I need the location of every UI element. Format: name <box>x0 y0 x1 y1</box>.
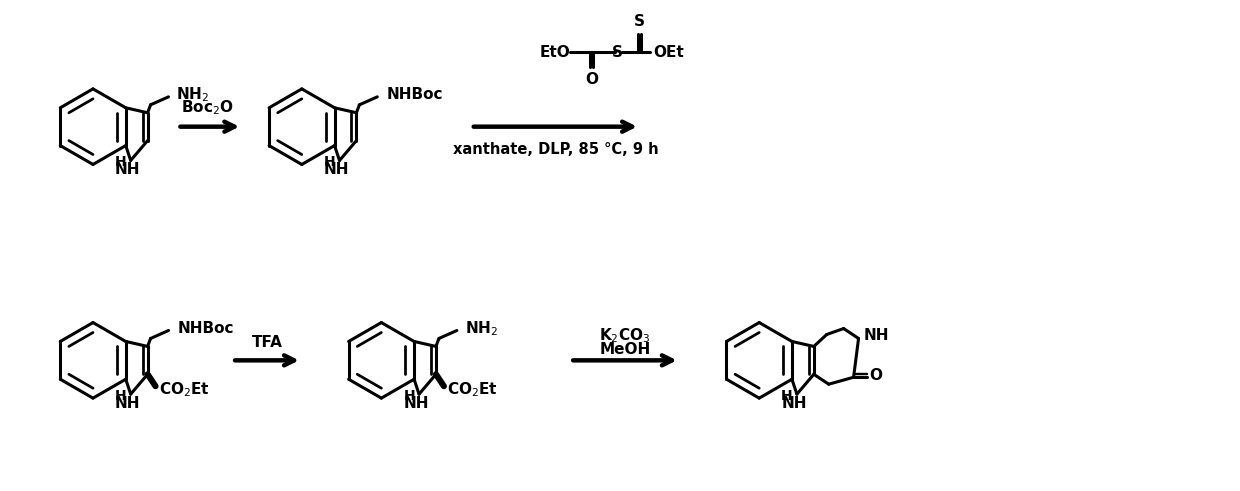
Text: OEt: OEt <box>652 45 683 59</box>
Text: CO$_2$Et: CO$_2$Et <box>159 380 210 399</box>
Text: H: H <box>324 156 335 169</box>
Text: NHBoc: NHBoc <box>177 321 234 336</box>
Text: S: S <box>634 14 645 29</box>
Text: NH$_2$: NH$_2$ <box>465 319 497 338</box>
Text: O: O <box>585 72 598 87</box>
Text: NH: NH <box>324 162 350 177</box>
Text: xanthate, DLP, 85 °C, 9 h: xanthate, DLP, 85 °C, 9 h <box>453 141 658 157</box>
Text: MeOH: MeOH <box>599 342 651 357</box>
Text: CO$_2$Et: CO$_2$Et <box>446 380 498 399</box>
Text: TFA: TFA <box>252 335 283 351</box>
Text: NH: NH <box>403 396 429 410</box>
Text: NH: NH <box>115 162 140 177</box>
Text: NH: NH <box>115 396 140 410</box>
Text: K$_2$CO$_3$: K$_2$CO$_3$ <box>599 327 651 346</box>
Text: NHBoc: NHBoc <box>386 87 443 102</box>
Text: O: O <box>869 368 883 383</box>
Text: NH$_2$: NH$_2$ <box>176 85 210 104</box>
Text: H: H <box>403 389 415 403</box>
Text: NH: NH <box>781 396 807 410</box>
Text: H: H <box>115 156 126 169</box>
Text: Boc$_2$O: Boc$_2$O <box>181 98 234 117</box>
Text: EtO: EtO <box>539 45 570 59</box>
Text: NH: NH <box>863 328 889 343</box>
Text: H: H <box>115 389 126 403</box>
Text: H: H <box>781 389 792 403</box>
Text: S: S <box>611 45 622 59</box>
